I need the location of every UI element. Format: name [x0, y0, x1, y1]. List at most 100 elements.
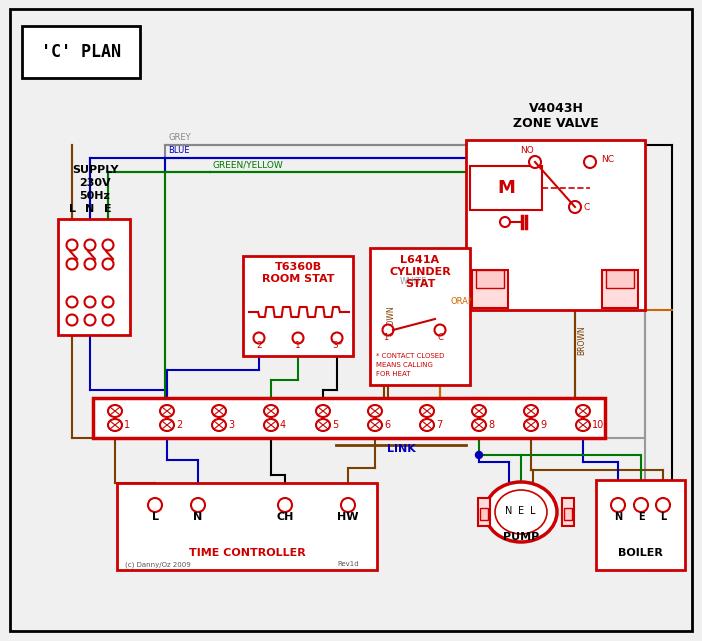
Bar [478, 498, 490, 526]
Circle shape [634, 498, 648, 512]
Circle shape [611, 498, 625, 512]
Text: E: E [518, 506, 524, 516]
Ellipse shape [212, 419, 226, 431]
Circle shape [84, 240, 95, 251]
Text: SUPPLY: SUPPLY [72, 165, 118, 175]
Text: 6: 6 [384, 420, 390, 430]
Text: L641A: L641A [400, 255, 439, 265]
Circle shape [67, 315, 77, 326]
Bar [564, 508, 572, 520]
Circle shape [67, 297, 77, 308]
Text: L: L [660, 512, 666, 522]
Text: GREY: GREY [168, 133, 191, 142]
Circle shape [435, 324, 446, 335]
Bar [606, 270, 634, 288]
Ellipse shape [524, 419, 538, 431]
Ellipse shape [495, 490, 547, 534]
Circle shape [529, 156, 541, 168]
Circle shape [191, 498, 205, 512]
Text: M: M [497, 179, 515, 197]
Text: 230V: 230V [79, 178, 111, 188]
Circle shape [584, 156, 596, 168]
Ellipse shape [108, 419, 122, 431]
Bar [472, 270, 508, 308]
Circle shape [293, 333, 303, 344]
Text: 8: 8 [488, 420, 494, 430]
Text: 2: 2 [256, 341, 262, 350]
Ellipse shape [576, 405, 590, 417]
Circle shape [102, 315, 114, 326]
Ellipse shape [368, 419, 382, 431]
Text: 7: 7 [436, 420, 442, 430]
Text: WHITE: WHITE [400, 277, 428, 286]
Text: 10: 10 [592, 420, 604, 430]
Ellipse shape [472, 419, 486, 431]
Text: T6360B: T6360B [274, 262, 322, 272]
Ellipse shape [264, 419, 278, 431]
Circle shape [331, 333, 343, 344]
Text: 9: 9 [540, 420, 546, 430]
Text: N: N [86, 204, 95, 214]
Bar [480, 508, 488, 520]
Circle shape [475, 451, 482, 458]
Text: (c) Danny/Oz 2009: (c) Danny/Oz 2009 [125, 561, 191, 567]
Text: BLUE: BLUE [168, 146, 190, 155]
Bar [476, 270, 504, 288]
Text: GREEN/YELLOW: GREEN/YELLOW [212, 160, 283, 169]
Ellipse shape [524, 405, 538, 417]
Circle shape [383, 324, 394, 335]
Bar [596, 480, 685, 570]
Text: ROOM STAT: ROOM STAT [262, 274, 334, 284]
Bar [93, 398, 605, 438]
Text: PUMP: PUMP [503, 532, 539, 542]
Text: 5: 5 [332, 420, 338, 430]
Ellipse shape [264, 405, 278, 417]
Bar [562, 498, 574, 526]
Circle shape [500, 217, 510, 227]
Circle shape [278, 498, 292, 512]
Text: BROWN: BROWN [577, 325, 586, 355]
Circle shape [102, 240, 114, 251]
Bar [117, 483, 377, 570]
Ellipse shape [368, 405, 382, 417]
Bar [22, 26, 140, 78]
Circle shape [67, 258, 77, 269]
Ellipse shape [420, 419, 434, 431]
Text: 1: 1 [124, 420, 130, 430]
Text: STAT: STAT [405, 279, 435, 289]
Text: LINK: LINK [387, 444, 416, 454]
Text: BOILER: BOILER [618, 548, 663, 558]
Bar [602, 270, 638, 308]
Text: CH: CH [277, 512, 293, 522]
Text: C: C [583, 203, 589, 212]
Text: HW: HW [337, 512, 359, 522]
Bar [58, 219, 130, 335]
Text: NO: NO [520, 146, 534, 155]
Ellipse shape [485, 482, 557, 542]
Circle shape [148, 498, 162, 512]
Text: 2: 2 [176, 420, 183, 430]
Text: N: N [193, 512, 203, 522]
Ellipse shape [108, 405, 122, 417]
Text: 1: 1 [295, 341, 301, 350]
Circle shape [341, 498, 355, 512]
Text: 50Hz: 50Hz [79, 191, 110, 201]
Text: L: L [69, 204, 76, 214]
Ellipse shape [472, 405, 486, 417]
Text: 3: 3 [228, 420, 234, 430]
Circle shape [84, 297, 95, 308]
Text: ZONE VALVE: ZONE VALVE [513, 117, 599, 130]
Text: NC: NC [601, 155, 614, 164]
Text: BROWN: BROWN [386, 305, 395, 335]
Text: 'C' PLAN: 'C' PLAN [41, 43, 121, 61]
Bar [243, 256, 353, 356]
Text: ORANGE: ORANGE [450, 297, 486, 306]
Circle shape [569, 201, 581, 213]
Text: Rev1d: Rev1d [337, 561, 359, 567]
Ellipse shape [160, 405, 174, 417]
Text: V4043H: V4043H [529, 102, 583, 115]
Text: 1*: 1* [383, 333, 392, 342]
Circle shape [84, 315, 95, 326]
Text: TIME CONTROLLER: TIME CONTROLLER [189, 548, 305, 558]
Text: L: L [152, 512, 159, 522]
